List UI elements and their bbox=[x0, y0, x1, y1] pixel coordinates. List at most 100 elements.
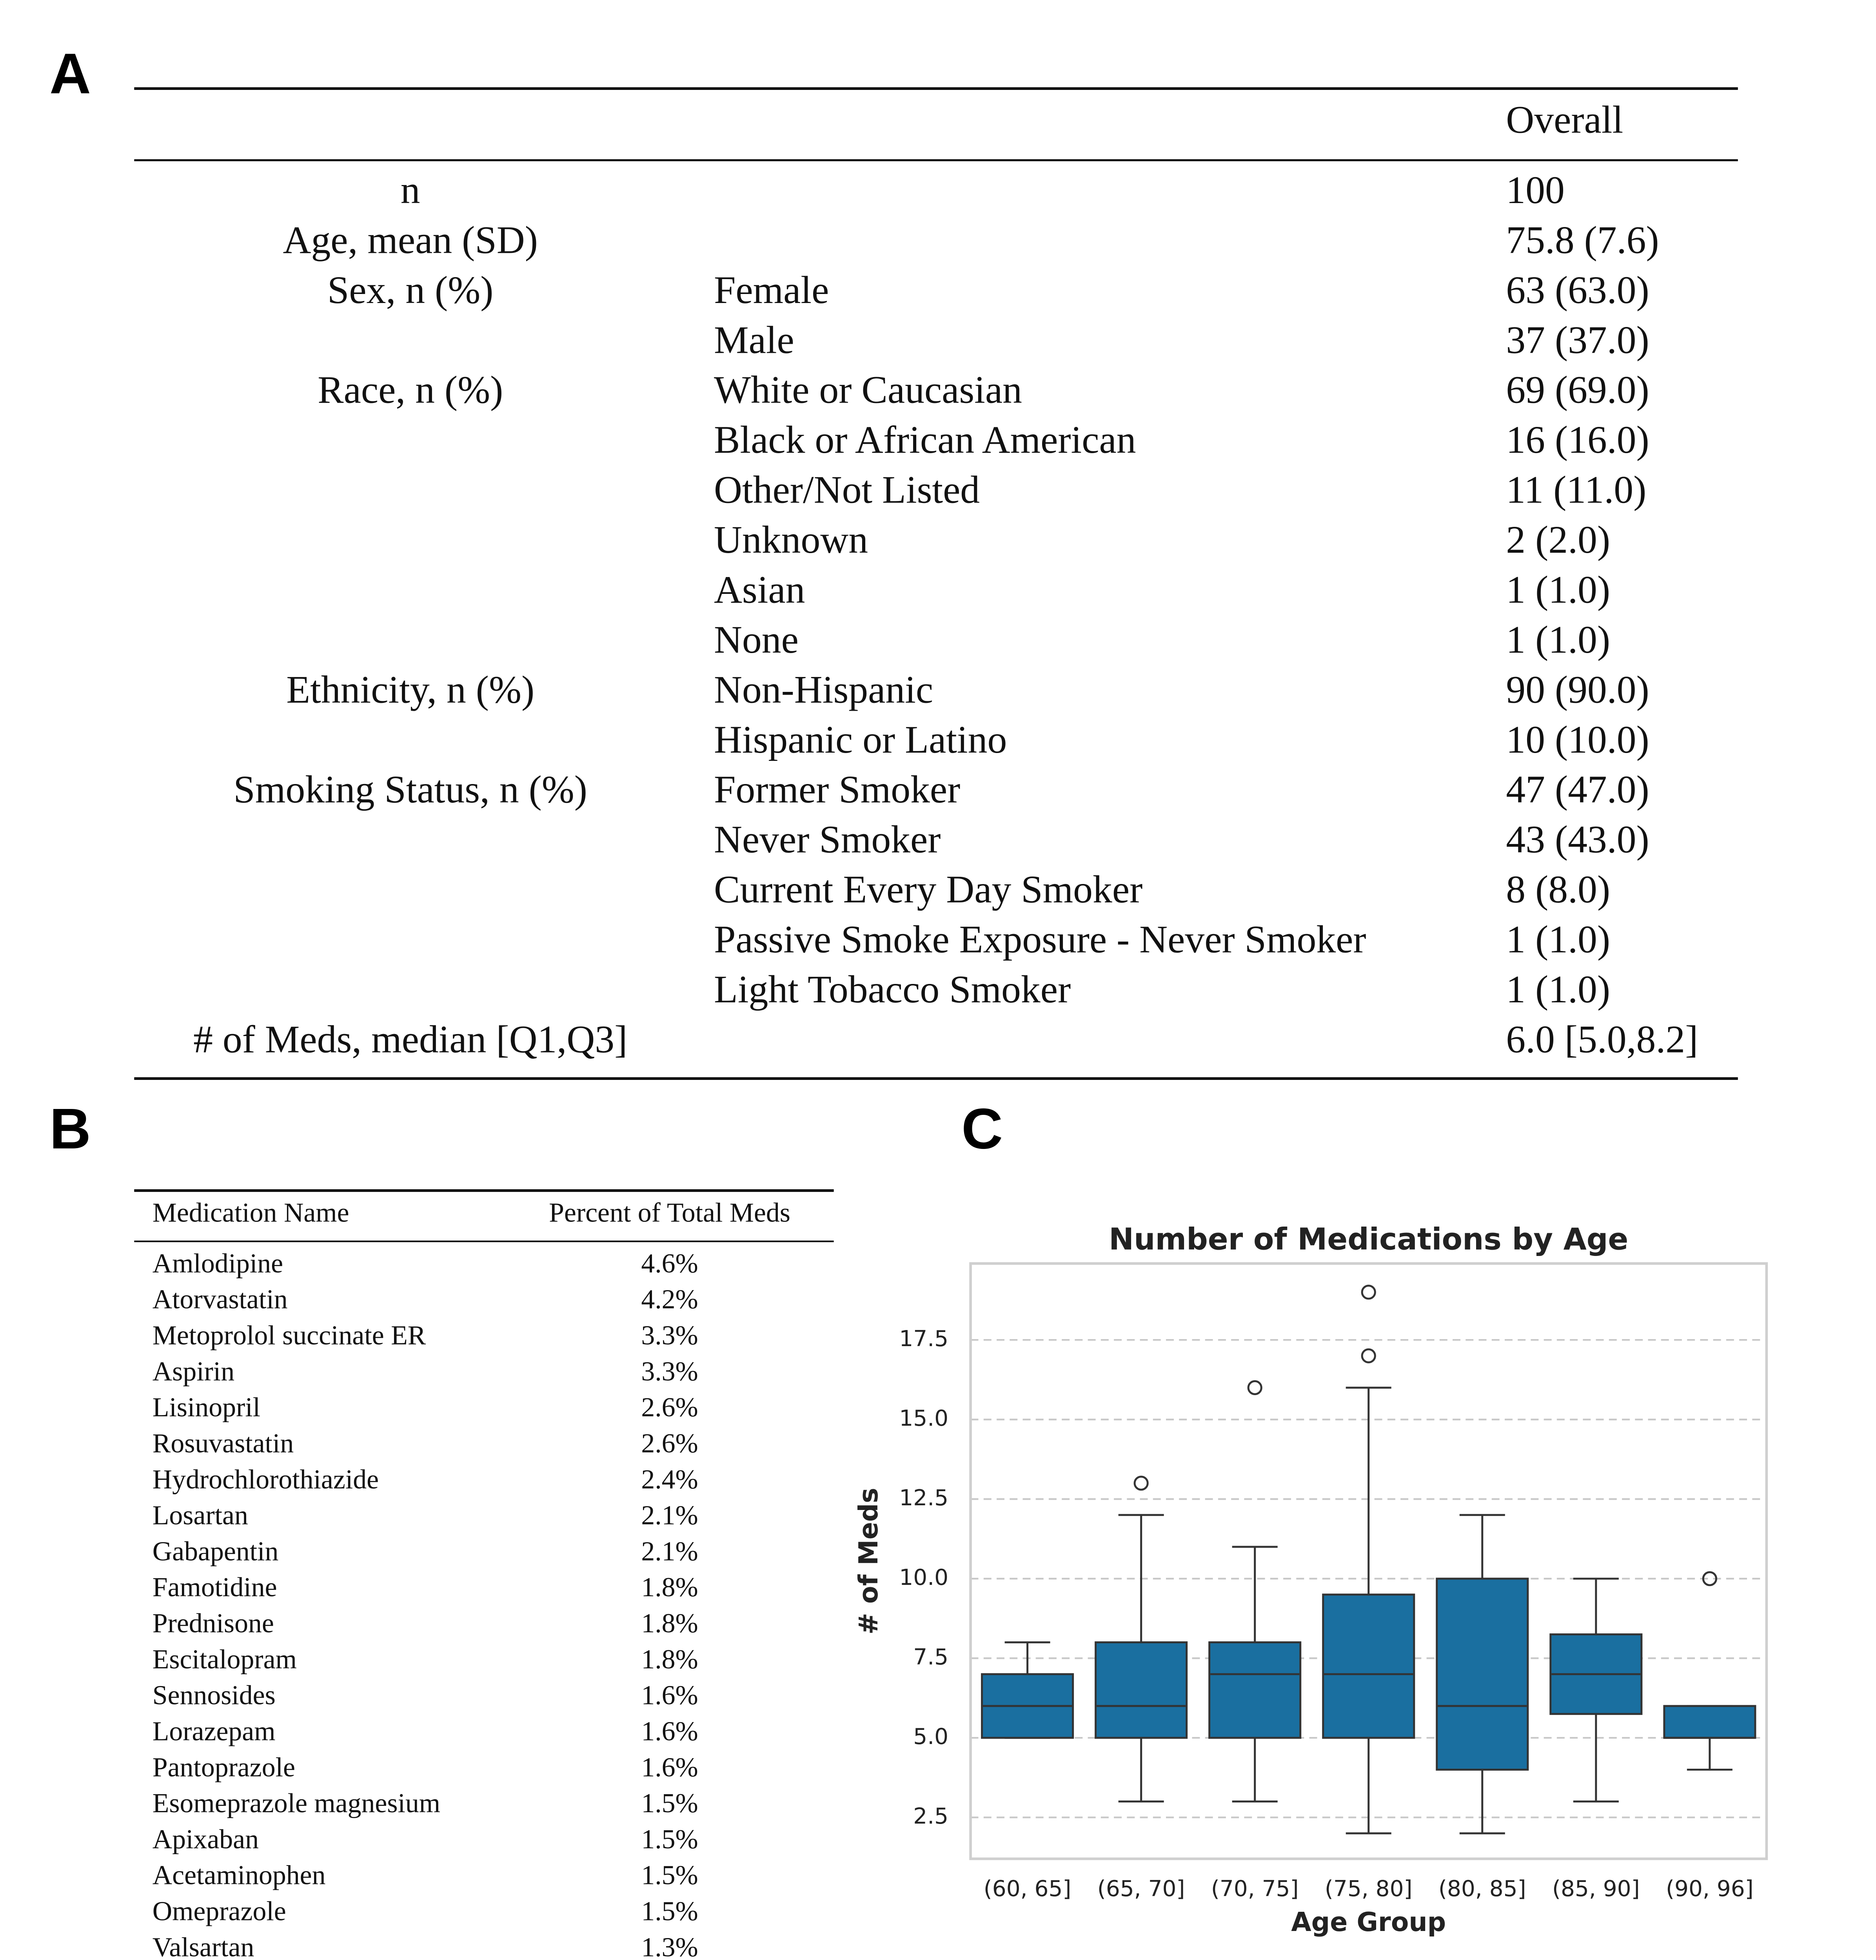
cell-value: 1 (1.0) bbox=[1506, 967, 1610, 1011]
column-header: Medication Name bbox=[153, 1198, 349, 1228]
medication-percent: 2.6% bbox=[641, 1392, 698, 1423]
level-label: Asian bbox=[714, 568, 805, 611]
medication-name: Metoprolol succinate ER bbox=[153, 1321, 426, 1351]
box bbox=[1208, 1641, 1302, 1739]
row-label: Smoking Status, n (%) bbox=[233, 768, 587, 811]
x-tick-label: (70, 75] bbox=[1211, 1876, 1299, 1902]
chart-title: Number of Medications by Age bbox=[1109, 1222, 1628, 1257]
x-tick-label: (85, 90] bbox=[1552, 1876, 1640, 1902]
medication-name: Gabapentin bbox=[153, 1536, 279, 1566]
box bbox=[1095, 1641, 1188, 1739]
x-tick-label: (80, 85] bbox=[1438, 1876, 1526, 1902]
medication-percent: 2.4% bbox=[641, 1465, 698, 1495]
level-label: Non-Hispanic bbox=[714, 668, 933, 711]
cell-value: 2 (2.0) bbox=[1506, 518, 1610, 561]
cell-value: 1 (1.0) bbox=[1506, 918, 1610, 961]
level-label: None bbox=[714, 618, 799, 661]
level-label: Unknown bbox=[714, 518, 868, 561]
medication-name: Acetaminophen bbox=[153, 1860, 326, 1891]
level-label: Passive Smoke Exposure - Never Smoker bbox=[714, 918, 1366, 961]
x-tick-label: (75, 80] bbox=[1325, 1876, 1413, 1902]
cell-value: 47 (47.0) bbox=[1506, 768, 1649, 811]
medication-percent: 1.8% bbox=[641, 1608, 698, 1639]
cell-value: 90 (90.0) bbox=[1506, 668, 1649, 711]
cell-value: 11 (11.0) bbox=[1506, 468, 1646, 512]
cell-value: 75.8 (7.6) bbox=[1506, 218, 1659, 261]
medication-percent: 1.8% bbox=[641, 1572, 698, 1602]
y-tick-label: 10.0 bbox=[899, 1565, 948, 1590]
outlier bbox=[1702, 1571, 1717, 1586]
level-label: Black or African American bbox=[714, 418, 1136, 461]
y-axis-label: # of Meds bbox=[853, 1488, 884, 1635]
x-tick-label: (60, 65] bbox=[984, 1876, 1071, 1902]
medication-name: Valsartan bbox=[153, 1932, 254, 1960]
medication-percent: 1.6% bbox=[641, 1681, 698, 1711]
level-label: Female bbox=[714, 268, 829, 312]
medication-name: Prednisone bbox=[153, 1608, 274, 1639]
x-tick-label: (65, 70] bbox=[1097, 1876, 1185, 1902]
cell-value: 10 (10.0) bbox=[1506, 718, 1649, 761]
outlier bbox=[1247, 1380, 1262, 1396]
medication-percent: 2.6% bbox=[641, 1428, 698, 1459]
y-tick-label: 12.5 bbox=[899, 1485, 948, 1511]
cell-value: 6.0 [5.0,8.2] bbox=[1506, 1017, 1698, 1061]
level-label: Current Every Day Smoker bbox=[714, 867, 1142, 911]
medication-percent: 1.6% bbox=[641, 1752, 698, 1782]
y-tick-label: 17.5 bbox=[899, 1326, 948, 1352]
medication-name: Escitalopram bbox=[153, 1644, 297, 1675]
y-tick-label: 15.0 bbox=[899, 1406, 948, 1431]
plot-frame bbox=[969, 1262, 1768, 1860]
column-header: Overall bbox=[1506, 98, 1623, 142]
level-label: Former Smoker bbox=[714, 768, 960, 811]
level-label: Other/Not Listed bbox=[714, 468, 980, 512]
cell-value: 63 (63.0) bbox=[1506, 268, 1649, 312]
medication-percent: 4.6% bbox=[641, 1249, 698, 1279]
outlier bbox=[1133, 1475, 1149, 1491]
cell-value: 16 (16.0) bbox=[1506, 418, 1649, 461]
panel-label: C bbox=[961, 1097, 1003, 1161]
medication-percent: 4.2% bbox=[641, 1285, 698, 1315]
medication-name: Hydrochlorothiazide bbox=[153, 1465, 379, 1495]
outlier bbox=[1361, 1285, 1376, 1300]
medication-name: Lorazepam bbox=[153, 1716, 276, 1746]
level-label: White or Caucasian bbox=[714, 368, 1022, 412]
medication-name: Sennosides bbox=[153, 1681, 276, 1711]
cell-value: 69 (69.0) bbox=[1506, 368, 1649, 412]
medication-percent: 2.1% bbox=[641, 1536, 698, 1566]
box bbox=[1436, 1577, 1529, 1771]
medication-name: Amlodipine bbox=[153, 1249, 283, 1279]
cell-value: 43 (43.0) bbox=[1506, 818, 1649, 861]
medication-name: Apixaban bbox=[153, 1824, 259, 1855]
medication-percent: 1.5% bbox=[641, 1860, 698, 1891]
medication-percent: 1.8% bbox=[641, 1644, 698, 1675]
medication-percent: 1.5% bbox=[641, 1896, 698, 1927]
y-tick-label: 7.5 bbox=[913, 1644, 948, 1670]
medication-name: Famotidine bbox=[153, 1572, 277, 1602]
medication-percent: 1.3% bbox=[641, 1932, 698, 1960]
y-tick-label: 2.5 bbox=[913, 1804, 948, 1829]
row-label: # of Meds, median [Q1,Q3] bbox=[193, 1017, 627, 1061]
medication-percent: 1.6% bbox=[641, 1716, 698, 1746]
x-tick-label: (90, 96] bbox=[1666, 1876, 1754, 1902]
panel-label: B bbox=[49, 1097, 91, 1161]
medication-percent: 3.3% bbox=[641, 1356, 698, 1387]
medication-percent: 3.3% bbox=[641, 1321, 698, 1351]
cell-value: 1 (1.0) bbox=[1506, 568, 1610, 611]
medication-name: Atorvastatin bbox=[153, 1285, 288, 1315]
row-label: Race, n (%) bbox=[318, 368, 503, 412]
medication-percent: 1.5% bbox=[641, 1788, 698, 1818]
medication-name: Rosuvastatin bbox=[153, 1428, 294, 1459]
cell-value: 100 bbox=[1506, 168, 1565, 212]
medication-name: Omeprazole bbox=[153, 1896, 286, 1927]
medication-name: Losartan bbox=[153, 1501, 248, 1531]
cell-value: 8 (8.0) bbox=[1506, 867, 1610, 911]
medication-percent: 2.1% bbox=[641, 1501, 698, 1531]
row-label: Age, mean (SD) bbox=[283, 218, 538, 261]
outlier bbox=[1361, 1348, 1376, 1363]
row-label: Sex, n (%) bbox=[327, 268, 494, 312]
panel-label: A bbox=[49, 42, 91, 105]
cell-value: 37 (37.0) bbox=[1506, 318, 1649, 361]
medication-name: Aspirin bbox=[153, 1356, 234, 1387]
row-label: Ethnicity, n (%) bbox=[286, 668, 534, 711]
